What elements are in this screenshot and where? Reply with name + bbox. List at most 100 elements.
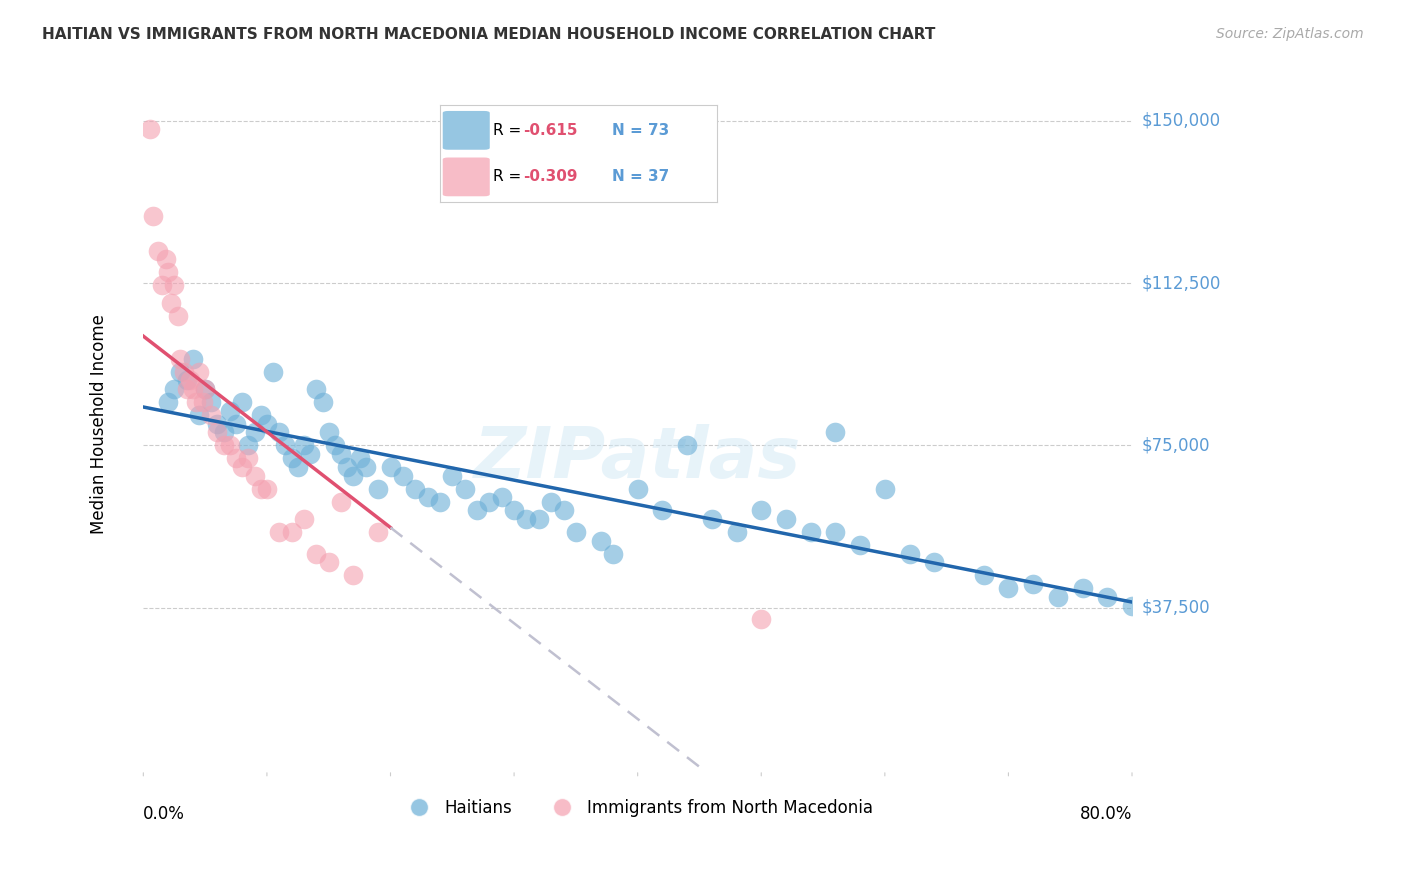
Point	[173, 365, 195, 379]
Point	[330, 494, 353, 508]
Point	[179, 373, 201, 387]
Point	[527, 512, 550, 526]
Point	[163, 278, 186, 293]
Point	[157, 395, 180, 409]
Point	[187, 365, 209, 379]
Point	[416, 491, 439, 505]
Point	[627, 482, 650, 496]
Point	[404, 482, 426, 496]
Text: 80.0%: 80.0%	[1080, 805, 1132, 822]
Point	[181, 351, 204, 366]
Point	[176, 373, 198, 387]
Point	[191, 395, 214, 409]
Point	[676, 438, 699, 452]
Point	[142, 209, 165, 223]
Point	[169, 351, 191, 366]
Point	[342, 468, 364, 483]
Point	[292, 438, 315, 452]
Text: Source: ZipAtlas.com: Source: ZipAtlas.com	[1216, 27, 1364, 41]
Point	[150, 278, 173, 293]
Text: Median Household Income: Median Household Income	[90, 314, 108, 533]
Text: $150,000: $150,000	[1142, 112, 1220, 129]
Point	[186, 395, 208, 409]
Point	[342, 568, 364, 582]
Text: HAITIAN VS IMMIGRANTS FROM NORTH MACEDONIA MEDIAN HOUSEHOLD INCOME CORRELATION C: HAITIAN VS IMMIGRANTS FROM NORTH MACEDON…	[42, 27, 935, 42]
Point	[1046, 590, 1069, 604]
Point	[503, 503, 526, 517]
Point	[280, 451, 302, 466]
Text: ZIPatlas: ZIPatlas	[474, 424, 801, 493]
Point	[225, 451, 247, 466]
Point	[330, 447, 353, 461]
Point	[349, 451, 371, 466]
Point	[194, 382, 217, 396]
Point	[922, 555, 945, 569]
Point	[997, 581, 1019, 595]
Point	[249, 482, 271, 496]
Point	[231, 395, 253, 409]
Point	[200, 395, 222, 409]
Point	[749, 503, 772, 517]
Text: $75,000: $75,000	[1142, 436, 1211, 454]
Point	[602, 547, 624, 561]
Point	[176, 382, 198, 396]
Legend: Haitians, Immigrants from North Macedonia: Haitians, Immigrants from North Macedoni…	[396, 793, 880, 824]
Point	[589, 533, 612, 548]
Point	[380, 460, 402, 475]
Point	[553, 503, 575, 517]
Point	[243, 468, 266, 483]
Point	[824, 524, 846, 539]
Point	[441, 468, 464, 483]
Point	[299, 447, 322, 461]
Point	[1121, 599, 1143, 613]
Point	[187, 408, 209, 422]
Point	[181, 382, 204, 396]
Point	[318, 555, 340, 569]
Point	[218, 438, 240, 452]
Point	[367, 524, 389, 539]
Point	[207, 417, 229, 431]
Point	[157, 265, 180, 279]
Point	[200, 408, 222, 422]
Point	[218, 403, 240, 417]
Point	[465, 503, 488, 517]
Point	[287, 460, 309, 475]
Point	[700, 512, 723, 526]
Point	[392, 468, 415, 483]
Point	[849, 538, 872, 552]
Point	[262, 365, 284, 379]
Point	[305, 382, 328, 396]
Point	[1022, 577, 1045, 591]
Point	[169, 365, 191, 379]
Point	[478, 494, 501, 508]
Point	[231, 460, 253, 475]
Point	[311, 395, 333, 409]
Point	[207, 425, 229, 440]
Point	[565, 524, 588, 539]
Point	[336, 460, 359, 475]
Text: $37,500: $37,500	[1142, 599, 1211, 616]
Point	[155, 252, 177, 267]
Point	[225, 417, 247, 431]
Point	[256, 482, 278, 496]
Point	[725, 524, 748, 539]
Point	[305, 547, 328, 561]
Point	[269, 425, 291, 440]
Point	[138, 122, 160, 136]
Point	[269, 524, 291, 539]
Point	[163, 382, 186, 396]
Point	[194, 382, 217, 396]
Point	[800, 524, 823, 539]
Point	[824, 425, 846, 440]
Point	[292, 512, 315, 526]
Point	[973, 568, 995, 582]
Point	[898, 547, 921, 561]
Point	[146, 244, 169, 258]
Point	[256, 417, 278, 431]
Point	[1097, 590, 1119, 604]
Point	[775, 512, 797, 526]
Point	[280, 524, 302, 539]
Point	[243, 425, 266, 440]
Point	[453, 482, 475, 496]
Point	[749, 611, 772, 625]
